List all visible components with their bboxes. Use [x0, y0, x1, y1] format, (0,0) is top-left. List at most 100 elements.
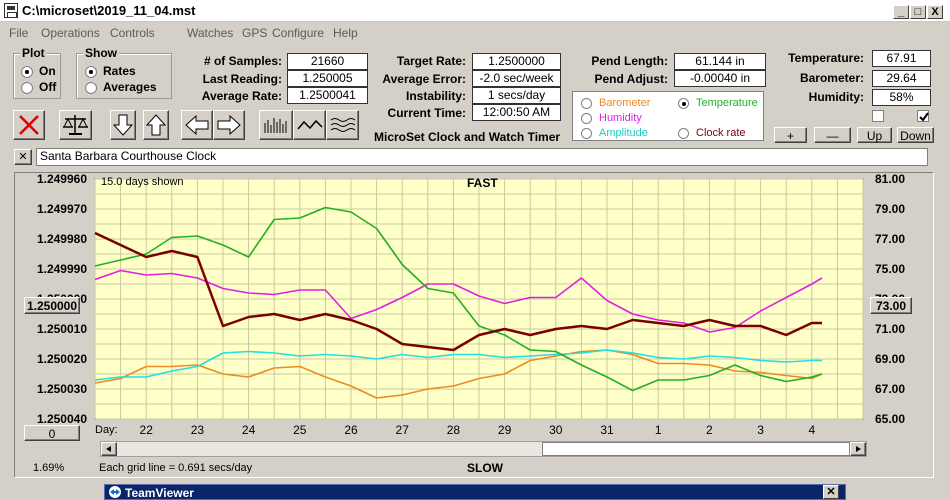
teamviewer-close-button[interactable]: ✕ [823, 485, 839, 499]
bars-view-button[interactable] [259, 110, 293, 140]
left-readout-button[interactable]: 1.250000 [24, 297, 80, 314]
maximize-button[interactable]: □ [910, 5, 926, 19]
line-graph-icon [297, 119, 323, 130]
close-button[interactable]: X [927, 5, 943, 19]
x-tick-label: 27 [396, 423, 410, 437]
temperature-radio[interactable] [678, 98, 689, 109]
zero-button[interactable]: 0 [24, 425, 80, 441]
horizontal-scrollbar[interactable] [100, 441, 867, 457]
scale-down-button[interactable]: Down [897, 127, 934, 143]
x-tick-label: 29 [498, 423, 512, 437]
barometer-option[interactable]: Barometer [599, 97, 651, 109]
temperature-option[interactable]: Temperature [696, 97, 758, 109]
humidity-option[interactable]: Humidity [599, 112, 642, 124]
current-time-label: Current Time: [387, 106, 466, 120]
menu-file[interactable]: File [9, 26, 29, 40]
x-tick-label: 25 [293, 423, 307, 437]
teamviewer-title: TeamViewer [125, 486, 194, 500]
y-left-tick-label: 1.250010 [37, 322, 87, 336]
up-arrow-button[interactable] [143, 110, 169, 140]
y-left-tick-label: 1.250020 [37, 352, 87, 366]
series-layer [94, 206, 823, 399]
stop-button[interactable] [13, 110, 45, 140]
menu-gps[interactable]: GPS [242, 26, 268, 40]
sensor-checkbox-2[interactable] [917, 110, 929, 122]
right-readout-button[interactable]: 73.00 [870, 297, 912, 314]
average-rate-label: Average Rate: [201, 89, 282, 103]
scroll-left-button[interactable] [181, 110, 213, 140]
sensor-checkbox-1[interactable] [872, 110, 884, 122]
arrow-left-icon [185, 114, 209, 136]
bar-graph-icon [264, 118, 287, 133]
arrow-up-icon [145, 114, 167, 136]
show-rates-radio[interactable] [85, 66, 97, 78]
line-view-button[interactable] [293, 110, 326, 140]
amplitude-radio[interactable] [581, 128, 592, 139]
pend-length-value: 61.144 in [674, 53, 766, 70]
balance-button[interactable] [59, 110, 92, 140]
menu-configure[interactable]: Configure [272, 26, 325, 40]
y-right-tick-label: 67.00 [875, 382, 905, 396]
barometer-radio[interactable] [581, 98, 592, 109]
scroll-thumb[interactable] [542, 442, 850, 456]
rate-chart: 22 23 24 25 26 27 28 29 30 31 1 2 3 41.2499601.249970… [37, 173, 905, 437]
clock-rate-radio[interactable] [678, 128, 689, 139]
series-select-panel: Barometer Temperature Humidity Amplitude… [572, 91, 764, 141]
instability-value: 1 secs/day [472, 87, 561, 104]
amplitude-option[interactable]: Amplitude [599, 127, 648, 139]
arrow-down-icon [112, 114, 134, 136]
show-averages-radio[interactable] [85, 82, 97, 94]
minimize-button[interactable]: _ [893, 5, 909, 19]
down-arrow-button[interactable] [110, 110, 136, 140]
y-left-tick-label: 1.250040 [37, 412, 87, 426]
scroll-right-button[interactable] [213, 110, 245, 140]
scale-balance-icon [63, 115, 88, 135]
y-right-tick-label: 71.00 [875, 322, 905, 336]
wave-view-button[interactable] [326, 110, 359, 140]
triangle-right-icon [856, 446, 861, 452]
y-left-tick-label: 1.249990 [37, 262, 87, 276]
y-left-tick-label: 1.249970 [37, 202, 87, 216]
scale-minus-button[interactable]: — [814, 127, 851, 143]
series-line-temperature [94, 206, 823, 392]
menu-help[interactable]: Help [333, 26, 358, 40]
plot-off-radio[interactable] [21, 82, 33, 94]
instability-label: Instability: [405, 89, 466, 103]
title-bar: C:\microset\2019_11_04.mst _ □ X [0, 0, 950, 22]
y-left-tick-label: 1.249980 [37, 232, 87, 246]
menu-watches[interactable]: Watches [187, 26, 234, 40]
clock-name-input[interactable]: Santa Barbara Courthouse Clock [36, 148, 928, 166]
clock-rate-option[interactable]: Clock rate [696, 127, 746, 139]
temperature-value: 67.91 [872, 50, 931, 67]
window-title: C:\microset\2019_11_04.mst [22, 3, 196, 18]
menu-operations[interactable]: Operations [41, 26, 100, 40]
pend-length-label: Pend Length: [591, 54, 668, 68]
menu-controls[interactable]: Controls [110, 26, 155, 40]
y-right-tick-label: 65.00 [875, 412, 905, 426]
y-left-tick-label: 1.250030 [37, 382, 87, 396]
plot-on-radio[interactable] [21, 66, 33, 78]
series-line-humidity [94, 269, 823, 333]
percent-readout: 1.69% [33, 462, 65, 474]
average-rate-value: 1.2500041 [287, 87, 368, 104]
barometer-value: 29.64 [872, 70, 931, 87]
samples-value: 21660 [287, 53, 368, 70]
x-tick-label: 2 [706, 423, 713, 437]
scroll-left-arrow[interactable] [101, 442, 117, 456]
teamviewer-window-bar[interactable]: TeamViewer ✕ [104, 484, 846, 500]
day-label: Day: [95, 424, 118, 436]
y-right-tick-label: 81.00 [875, 173, 905, 186]
scale-plus-button[interactable]: + [774, 127, 807, 143]
app-caption: MicroSet Clock and Watch Timer [374, 130, 561, 144]
fast-label: FAST [467, 176, 498, 190]
chart-area: 22 23 24 25 26 27 28 29 30 31 1 2 3 4 1.249960 1.249970… [14, 172, 934, 478]
samples-label: # of Samples: [203, 54, 282, 68]
series-line-amplitude [94, 349, 822, 381]
scale-up-button[interactable]: Up [857, 127, 892, 143]
barometer-label: Barometer: [799, 71, 864, 85]
scroll-right-arrow[interactable] [850, 442, 866, 456]
clear-clock-button[interactable]: ✕ [14, 149, 32, 165]
humidity-radio[interactable] [581, 113, 592, 124]
x-tick-label: 3 [757, 423, 764, 437]
target-rate-input[interactable]: 1.2500000 [472, 53, 561, 70]
